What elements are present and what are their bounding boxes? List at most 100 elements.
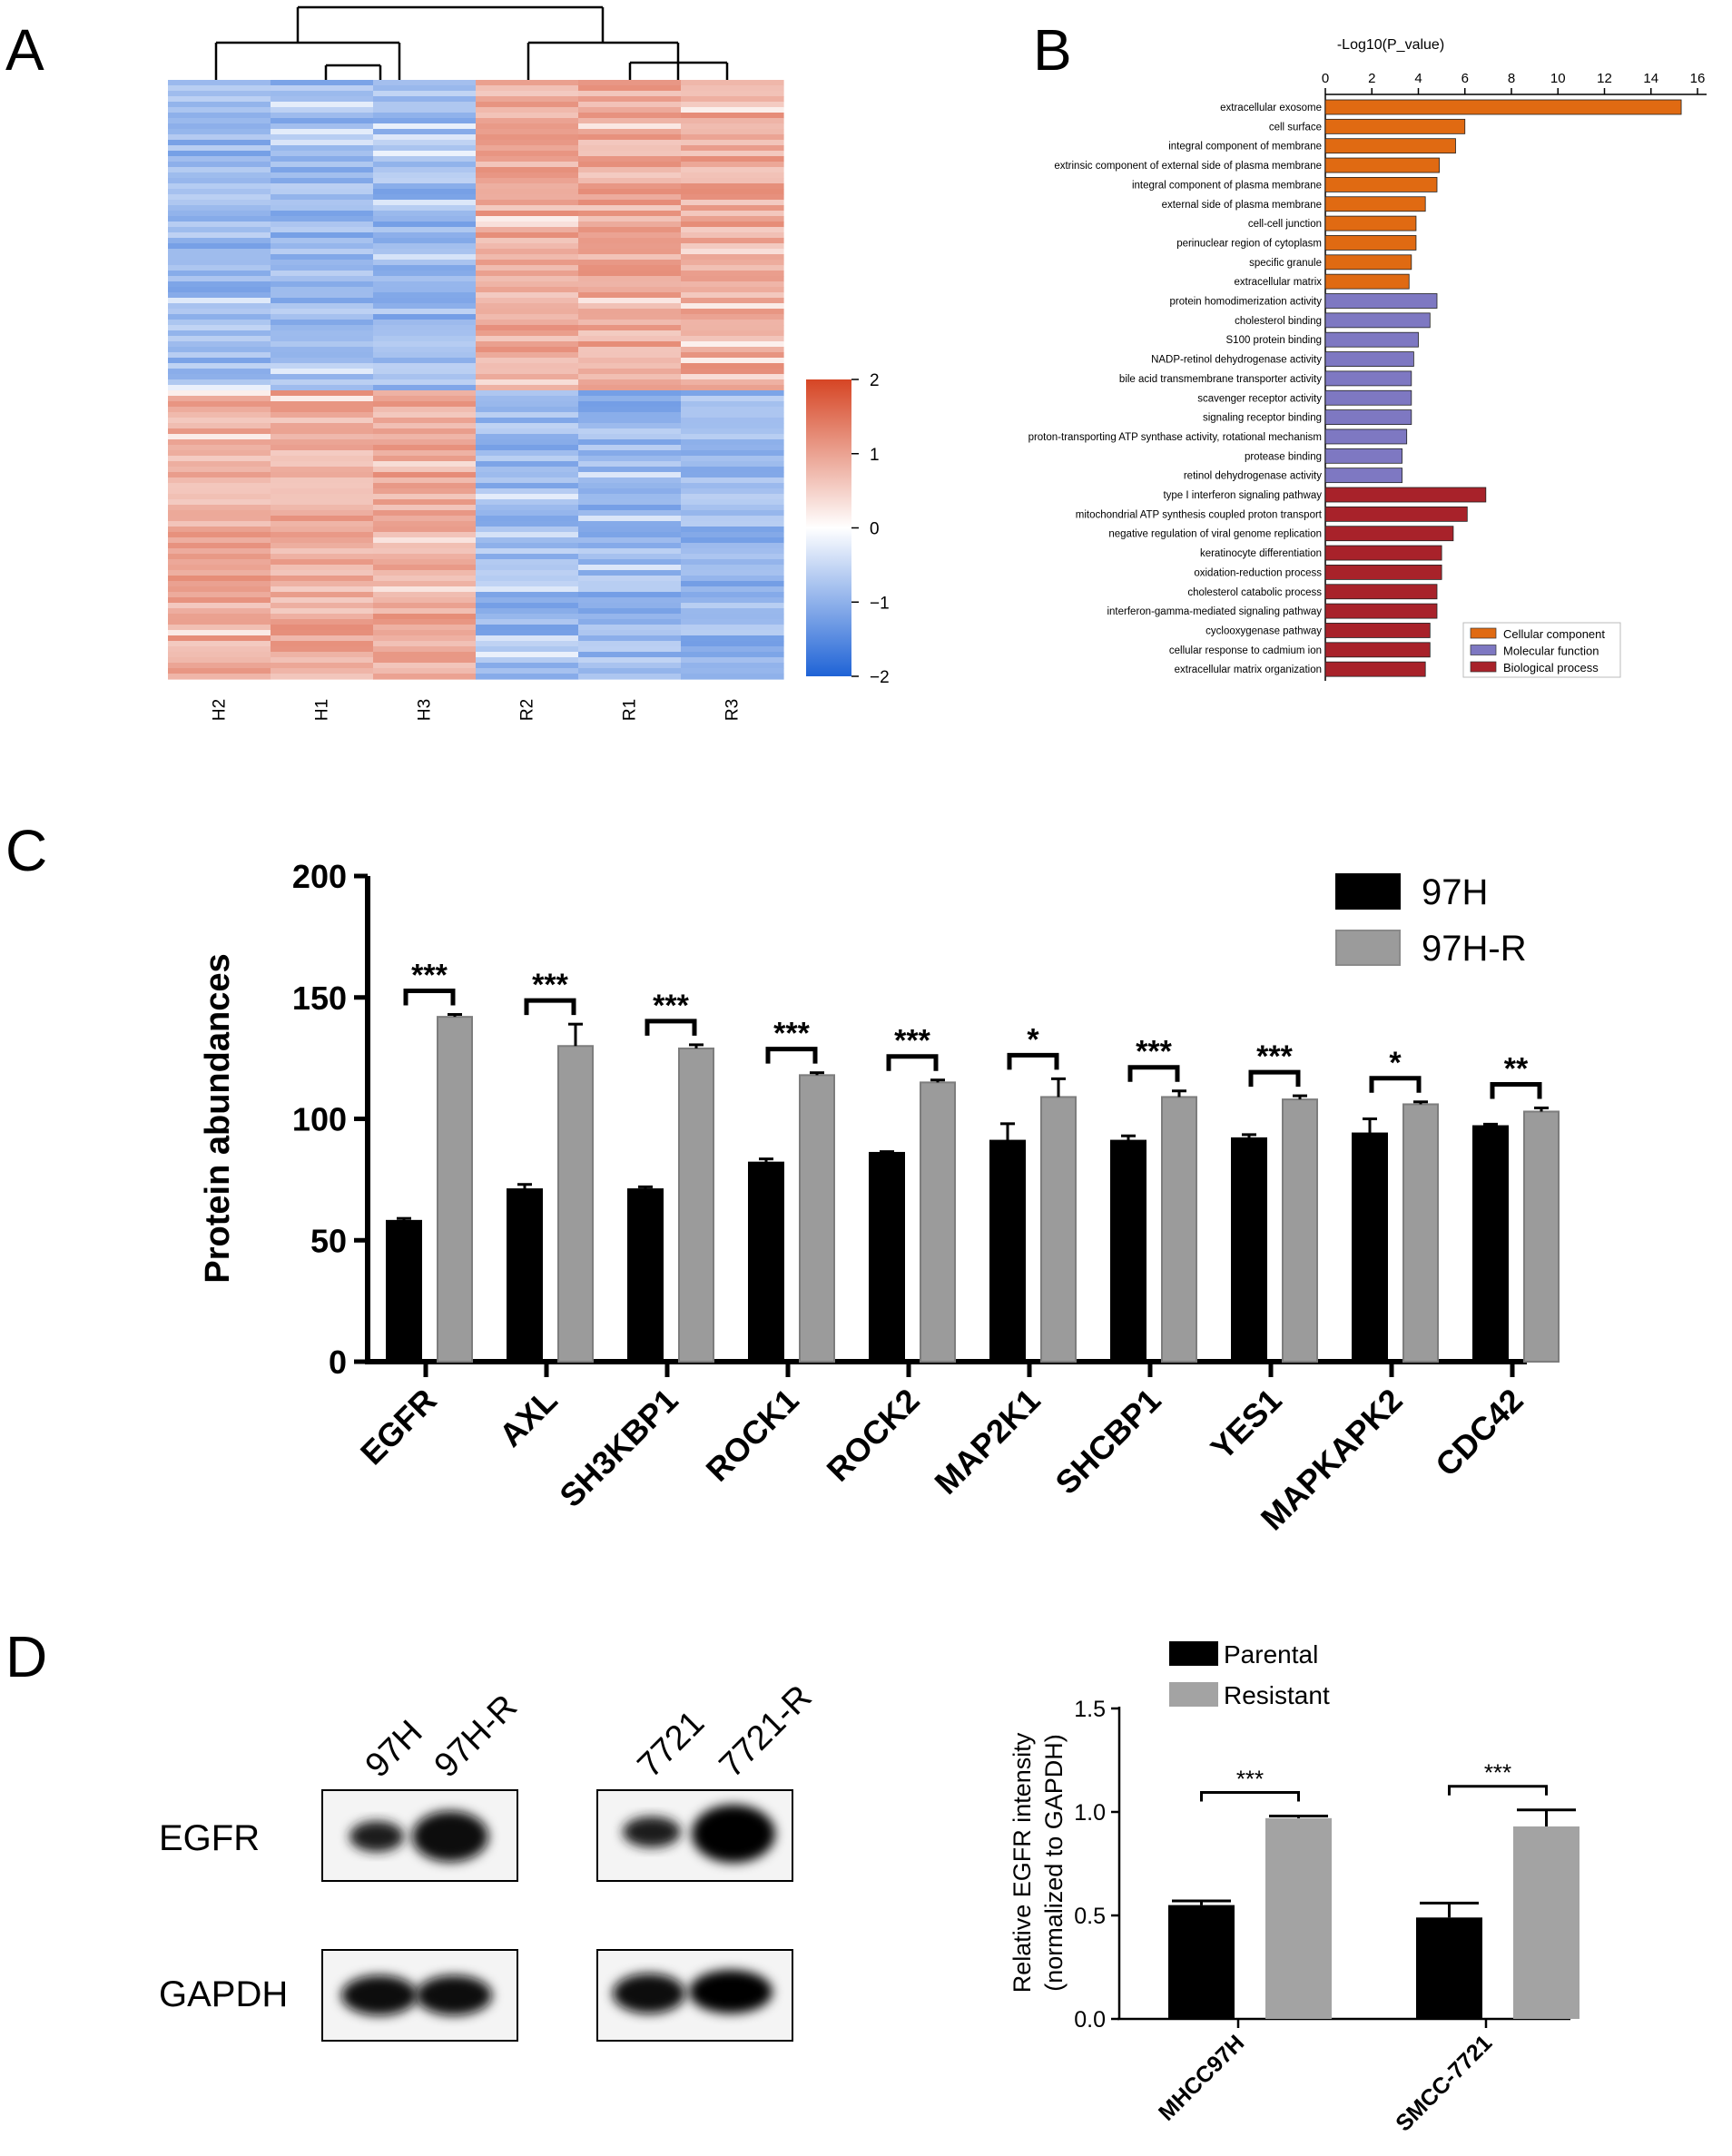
heatmap-cell — [373, 151, 477, 157]
heatmap-cell — [271, 358, 374, 364]
heatmap-cell — [578, 608, 682, 615]
heatmap-cell — [373, 641, 477, 647]
heatmap-cell — [271, 472, 374, 478]
d-bar-resistant-mhcc97h — [1265, 1817, 1332, 2019]
heatmap-cell — [476, 118, 579, 124]
heatmap-cell — [168, 151, 271, 157]
heatmap-cell — [578, 581, 682, 587]
heatmap-cell — [476, 292, 579, 299]
c-bar-97h-r-map2k1 — [1040, 1096, 1077, 1363]
heatmap-cell — [271, 249, 374, 255]
heatmap-cell — [168, 227, 271, 233]
c-x-tick-label-rock2: ROCK2 — [820, 1382, 927, 1489]
heatmap-cell — [373, 227, 477, 233]
go-bar-cyclooxygenase-pathway — [1324, 623, 1431, 638]
heatmap-cell — [168, 325, 271, 331]
heatmap-cell — [373, 439, 477, 446]
heatmap-cell — [578, 663, 682, 669]
heatmap-cell — [578, 238, 682, 244]
heatmap-cell — [271, 559, 374, 566]
heatmap-cell — [373, 450, 477, 457]
heatmap-cell — [578, 521, 682, 527]
heatmap-cell — [168, 510, 271, 517]
heatmap-cell — [681, 434, 784, 440]
heatmap-cell — [681, 619, 784, 625]
heatmap-cell — [681, 586, 784, 593]
heatmap-cell — [681, 303, 784, 310]
heatmap-cell — [681, 325, 784, 331]
heatmap-cell — [373, 336, 477, 342]
heatmap-cell — [578, 619, 682, 625]
heatmap-cell — [476, 603, 579, 609]
go-bar-scavenger-receptor-activity — [1324, 389, 1412, 406]
heatmap-cell — [168, 603, 271, 609]
heatmap-cell — [168, 336, 271, 342]
heatmap-cell — [681, 145, 784, 152]
heatmap-cell — [271, 396, 374, 402]
heatmap-cell — [578, 156, 682, 162]
d-x-tick-label-mhcc97h: MHCC97H — [1154, 2030, 1249, 2125]
c-legend-label-97h-r: 97H-R — [1422, 929, 1527, 969]
heatmap-cell — [681, 249, 784, 255]
heatmap-cell — [578, 320, 682, 326]
heatmap-cell — [373, 118, 477, 124]
heatmap-cell — [271, 445, 374, 451]
heatmap-cell — [168, 527, 271, 533]
heatmap-cell — [476, 505, 579, 511]
heatmap-cell — [168, 232, 271, 239]
go-legend-label-cellular-component: Cellular component — [1503, 627, 1605, 641]
go-x-tick-label: 12 — [1597, 71, 1612, 86]
heatmap-cell — [271, 369, 374, 375]
heatmap-cell — [373, 314, 477, 320]
c-legend-swatch-97h — [1335, 873, 1401, 910]
heatmap-cell — [271, 565, 374, 571]
panel-label-c: C — [5, 818, 48, 883]
heatmap-cell — [271, 608, 374, 615]
heatmap-cell — [476, 396, 579, 402]
heatmap-cell — [168, 407, 271, 413]
heatmap-cell — [168, 521, 271, 527]
heatmap-cell — [373, 603, 477, 609]
heatmap-cell — [168, 668, 271, 674]
heatmap-cell — [271, 113, 374, 119]
heatmap-cell — [476, 151, 579, 157]
go-bar-retinol-dehydrogenase-activity — [1324, 468, 1402, 484]
heatmap-cell — [578, 472, 682, 478]
heatmap-cell — [578, 102, 682, 108]
heatmap-cell — [476, 646, 579, 653]
heatmap-cell — [681, 211, 784, 217]
d-x-tick-label-smcc-7721: SMCC-7721 — [1391, 2030, 1497, 2136]
heatmap-cell — [476, 232, 579, 239]
heatmap-cell — [168, 254, 271, 261]
go-legend-swatch-cellular-component — [1470, 627, 1497, 639]
panel-label-a: A — [5, 17, 44, 83]
heatmap-cell — [681, 418, 784, 424]
heatmap-cell — [271, 619, 374, 625]
c-significance-label: *** — [894, 1024, 930, 1058]
heatmap-cell — [578, 570, 682, 576]
heatmap-cell — [681, 663, 784, 669]
heatmap-cell — [271, 172, 374, 179]
heatmap-cell — [681, 401, 784, 408]
go-bar-label: specific granule — [1249, 258, 1322, 269]
heatmap-cell — [578, 467, 682, 473]
go-bar-nadp-retinol-dehydrogenase-activity — [1324, 351, 1414, 367]
heatmap-cell — [168, 222, 271, 228]
heatmap-cell — [373, 369, 477, 375]
d-legend: Parental Resistant — [1169, 1640, 1330, 1709]
go-bar-label: cholesterol catabolic process — [1187, 587, 1322, 598]
heatmap-cell — [578, 625, 682, 631]
heatmap-cell — [681, 96, 784, 103]
heatmap-cell — [476, 635, 579, 642]
heatmap-cell — [168, 358, 271, 364]
heatmap-cell — [271, 156, 374, 162]
c-bar-97h-r-sh3kbp1 — [678, 1047, 714, 1363]
heatmap-cell — [373, 341, 477, 348]
heatmap-cell — [373, 200, 477, 206]
heatmap-cell — [168, 467, 271, 473]
heatmap-cell — [168, 450, 271, 457]
heatmap-cell — [476, 597, 579, 604]
heatmap-cell — [578, 483, 682, 489]
heatmap-cell — [168, 641, 271, 647]
heatmap-cell — [168, 85, 271, 92]
